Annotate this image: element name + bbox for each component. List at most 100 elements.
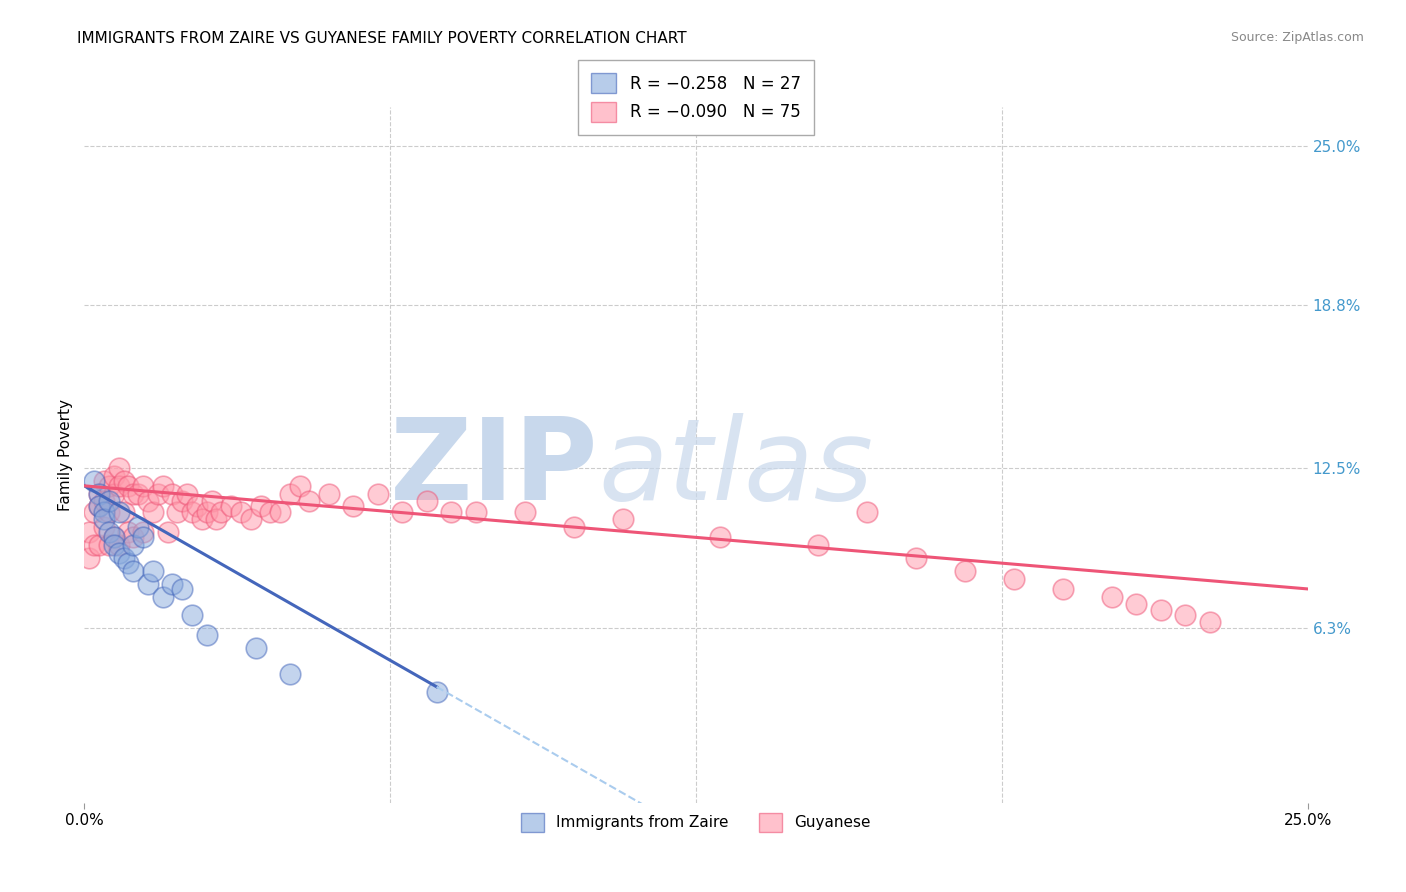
Point	[953, 564, 976, 578]
Point	[562, 520, 585, 534]
Point	[142, 564, 165, 578]
Point	[426, 685, 449, 699]
Point	[166, 505, 188, 519]
Point	[132, 479, 155, 493]
Point	[142, 505, 165, 519]
Point	[181, 505, 204, 519]
Point	[249, 500, 271, 514]
Point	[107, 460, 129, 475]
Point	[117, 479, 139, 493]
Point	[127, 486, 149, 500]
Point	[117, 525, 139, 540]
Point	[172, 582, 194, 596]
Point	[259, 505, 281, 519]
Point	[239, 512, 262, 526]
Point	[107, 479, 129, 493]
Point	[176, 486, 198, 500]
Point	[162, 486, 184, 500]
Point	[905, 551, 928, 566]
Point	[152, 479, 174, 493]
Point	[156, 525, 179, 540]
Point	[122, 564, 145, 578]
Point	[103, 530, 125, 544]
Point	[1125, 598, 1147, 612]
Point	[186, 500, 208, 514]
Point	[269, 505, 291, 519]
Point	[122, 530, 145, 544]
Point	[440, 505, 463, 519]
Point	[83, 505, 105, 519]
Point	[97, 525, 120, 540]
Point	[1002, 572, 1025, 586]
Point	[107, 546, 129, 560]
Point	[195, 505, 218, 519]
Point	[132, 530, 155, 544]
Point	[117, 556, 139, 570]
Point	[87, 500, 110, 514]
Point	[342, 500, 364, 514]
Point	[318, 486, 340, 500]
Point	[416, 494, 439, 508]
Point	[127, 520, 149, 534]
Point	[107, 505, 129, 519]
Text: Source: ZipAtlas.com: Source: ZipAtlas.com	[1230, 31, 1364, 45]
Point	[195, 628, 218, 642]
Point	[1101, 590, 1123, 604]
Point	[112, 551, 135, 566]
Text: ZIP: ZIP	[389, 413, 598, 524]
Point	[172, 494, 194, 508]
Point	[103, 538, 125, 552]
Point	[97, 538, 120, 552]
Point	[464, 505, 486, 519]
Point	[288, 479, 311, 493]
Point	[93, 512, 115, 526]
Point	[87, 500, 110, 514]
Point	[612, 512, 634, 526]
Point	[152, 590, 174, 604]
Point	[77, 551, 100, 566]
Point	[97, 479, 120, 493]
Point	[136, 494, 159, 508]
Point	[136, 576, 159, 591]
Point	[219, 500, 242, 514]
Point	[103, 468, 125, 483]
Point	[245, 641, 267, 656]
Point	[513, 505, 536, 519]
Point	[181, 607, 204, 622]
Point	[83, 474, 105, 488]
Point	[103, 486, 125, 500]
Point	[278, 667, 301, 681]
Point	[122, 486, 145, 500]
Point	[97, 494, 120, 508]
Point	[107, 538, 129, 552]
Point	[1052, 582, 1074, 596]
Point	[132, 525, 155, 540]
Point	[103, 530, 125, 544]
Point	[87, 538, 110, 552]
Legend: Immigrants from Zaire, Guyanese: Immigrants from Zaire, Guyanese	[509, 801, 883, 844]
Point	[709, 530, 731, 544]
Point	[93, 474, 115, 488]
Point	[112, 474, 135, 488]
Y-axis label: Family Poverty: Family Poverty	[58, 399, 73, 511]
Point	[87, 486, 110, 500]
Point	[97, 505, 120, 519]
Point	[367, 486, 389, 500]
Point	[83, 538, 105, 552]
Point	[391, 505, 413, 519]
Point	[205, 512, 228, 526]
Point	[93, 520, 115, 534]
Point	[87, 486, 110, 500]
Point	[122, 538, 145, 552]
Point	[93, 505, 115, 519]
Point	[229, 505, 252, 519]
Point	[200, 494, 222, 508]
Point	[1198, 615, 1220, 630]
Point	[93, 494, 115, 508]
Point	[1174, 607, 1197, 622]
Point	[209, 505, 232, 519]
Text: atlas: atlas	[598, 413, 873, 524]
Point	[77, 525, 100, 540]
Point	[1150, 602, 1173, 616]
Point	[856, 505, 879, 519]
